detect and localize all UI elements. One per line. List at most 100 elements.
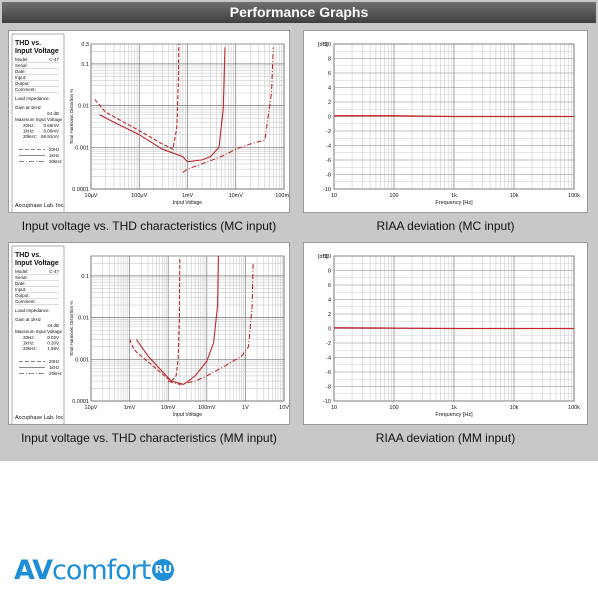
brand-part1: AV [14, 555, 53, 586]
series-line-dashdot [168, 263, 254, 385]
side-field-label: Serial: [15, 275, 28, 280]
side-field-label: Model: [15, 57, 29, 62]
side-max-freq: 1kHz: [23, 129, 35, 134]
x-tick-label: 1mV [124, 405, 136, 411]
thd-mm-card: THD vs. Input Voltage Model: C-47 Serial: Dat… [8, 242, 290, 425]
y-tick-label: 0.0001 [72, 187, 89, 193]
y-tick-label: -8 [326, 173, 331, 179]
x-tick-label: 10 [331, 193, 337, 199]
side-max-freq: 20Hz: [23, 123, 35, 128]
side-field-label: Output: [15, 81, 30, 86]
side-max-label: Maximum Input Voltage [15, 117, 63, 122]
side-title: THD vs. [15, 252, 41, 259]
side-load: Load Impedance: [15, 96, 50, 101]
y-tick-label: -6 [326, 370, 331, 376]
y-axis-label: Total Harmonic Distortion % [69, 301, 74, 357]
y-tick-label: 0.3 [81, 42, 89, 48]
y-tick-label: 6 [328, 283, 331, 289]
x-tick-label: 10k [510, 405, 519, 411]
side-field-label: Date: [15, 281, 26, 286]
x-tick-label: 100 [389, 405, 398, 411]
side-subtitle: Input Voltage [15, 260, 59, 267]
side-max-value: 1.58V [47, 346, 59, 351]
x-tick-label: 1V [242, 405, 249, 411]
x-tick-label: 1k [451, 405, 457, 411]
legend-label: 20kHz [49, 371, 63, 376]
riaa-mm-card: 10 8 6 4 2 0 -2 -4 -6 -8 -10 10 100 1k 10k 100k [dB] Freq… [303, 242, 588, 425]
y-tick-label: 0.001 [75, 145, 89, 151]
legend-label: 1kHz [49, 365, 60, 370]
series-line-riaa [334, 115, 574, 118]
x-tick-label: 10V [279, 405, 289, 411]
side-max-value: 58.91mV [41, 134, 59, 139]
side-maker: Accuphase Lab. Inc. [15, 203, 65, 209]
side-max-freq: 20Hz: [23, 335, 35, 340]
legend-label: 20Hz [49, 147, 60, 152]
side-field-value: C-47 [49, 269, 59, 274]
y-tick-label: -8 [326, 385, 331, 391]
riaa-mc-caption: RIAA deviation (MC input) [376, 219, 515, 233]
x-tick-label: 100k [568, 405, 580, 411]
x-axis-label: Frequency [Hz] [435, 412, 473, 418]
side-field-label: Comment: [15, 299, 36, 304]
y-tick-label: -4 [326, 356, 331, 362]
y-tick-label: 8 [328, 269, 331, 275]
y-tick-label: 2 [328, 312, 331, 318]
series-line-dash [94, 43, 180, 151]
series-line-solid [135, 255, 219, 385]
side-frame [11, 33, 65, 212]
side-gain-value: 64 dB [47, 111, 59, 116]
side-max-value: 0.20V [47, 341, 59, 346]
side-frame [11, 245, 65, 424]
side-field-label: Input: [15, 75, 26, 80]
y-tick-label: 0 [328, 327, 331, 333]
y-tick-label: 10 [325, 42, 331, 48]
thd-mc-caption: Input voltage vs. THD characteristics (M… [21, 219, 277, 233]
riaa-mc-card: 10 8 6 4 2 0 -2 -4 -6 -8 -10 10 100 1k 10k 100k [dB] Freq… [303, 30, 588, 213]
x-tick-label: 100 [389, 193, 398, 199]
panel-header: Performance Graphs [2, 2, 596, 23]
y-tick-label: 0 [328, 115, 331, 121]
plot-frame [90, 255, 285, 402]
side-field-label: Output: [15, 293, 30, 298]
brand-part2: comfort [51, 555, 151, 586]
side-field-label: Model: [15, 269, 29, 274]
y-tick-label: -10 [323, 399, 331, 405]
x-tick-label: 100mV [275, 193, 289, 199]
y-unit-label: [dB] [318, 254, 328, 260]
x-tick-label: 10mV [161, 405, 176, 411]
series-line-dashdot [182, 47, 274, 173]
y-tick-label: -6 [326, 158, 331, 164]
series-line-riaa [333, 327, 574, 330]
side-gain-label: Gain at 1kHz [15, 105, 42, 110]
side-max-value: 0.66mV [43, 123, 59, 128]
performance-panel: Performance Graphs THD vs. Input Voltage M… [0, 0, 598, 461]
y-tick-label: -2 [326, 341, 331, 347]
y-tick-label: 4 [328, 298, 331, 304]
x-tick-label: 100mV [198, 405, 216, 411]
x-tick-label: 10 [331, 405, 337, 411]
side-maker: Accuphase Lab. Inc. [15, 415, 65, 421]
x-axis-label: Input Voltage [173, 412, 202, 418]
x-tick-label: 10μV [85, 405, 98, 411]
thd-mm-caption: Input voltage vs. THD characteristics (M… [21, 431, 277, 445]
legend-label: 1kHz [49, 153, 60, 158]
x-tick-label: 1mV [182, 193, 194, 199]
y-tick-label: 10 [325, 254, 331, 260]
brand-badge: RU [152, 559, 175, 581]
x-tick-label: 10mV [229, 193, 244, 199]
y-tick-label: 0.1 [81, 62, 89, 68]
side-field-label: Serial: [15, 63, 28, 68]
y-tick-label: 0.0001 [72, 399, 89, 405]
riaa-mm-caption: RIAA deviation (MM input) [375, 431, 516, 445]
side-subtitle: Input Voltage [15, 48, 59, 55]
x-tick-label: 100k [568, 193, 580, 199]
side-gain-label: Gain at 1kHz [15, 317, 42, 322]
y-tick-label: -10 [323, 187, 331, 193]
x-tick-label: 1k [451, 193, 457, 199]
side-field-label: Comment: [15, 87, 36, 92]
